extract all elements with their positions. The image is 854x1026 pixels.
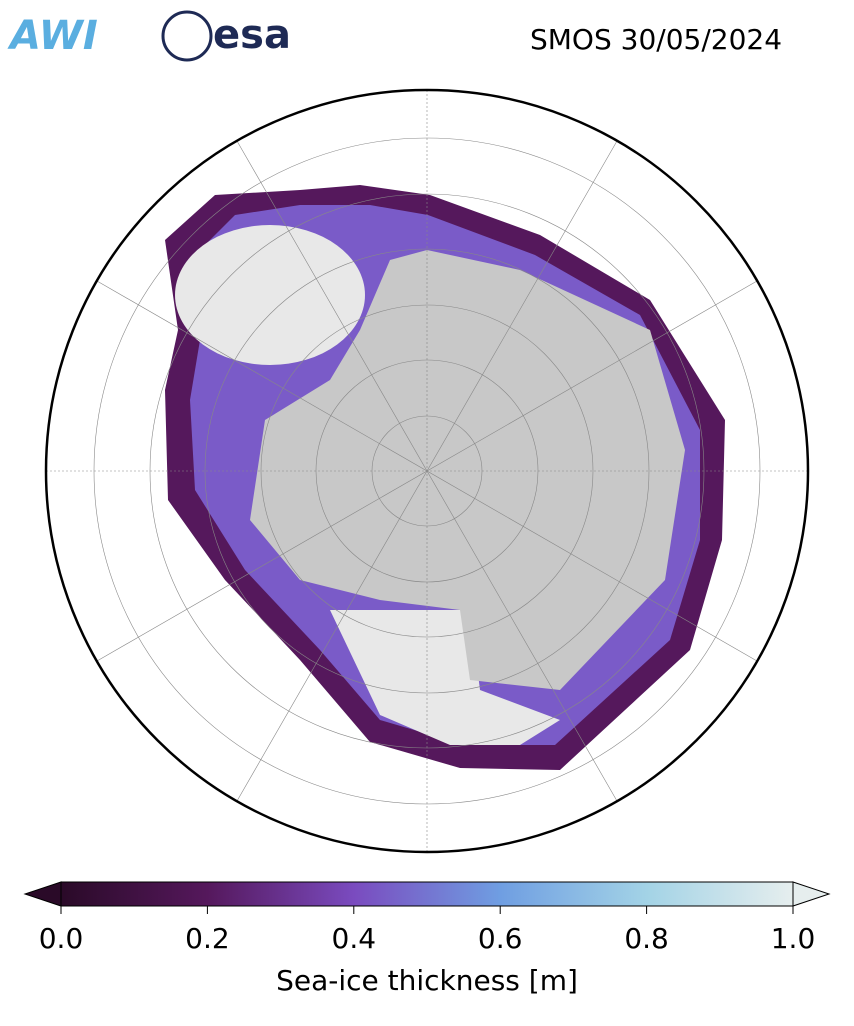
weddell-ice xyxy=(175,225,365,365)
antarctica xyxy=(250,250,685,690)
cbar-extend-high xyxy=(792,881,831,907)
cbar-tick-label: 0.0 xyxy=(39,922,84,955)
map-frame xyxy=(44,88,810,854)
awi-logo: AWI xyxy=(7,13,98,59)
ross-ice xyxy=(330,610,560,745)
cbar-tick-label: 0.8 xyxy=(624,922,669,955)
esa-logo: esa xyxy=(213,12,291,58)
graticule xyxy=(46,90,808,852)
title: SMOS 30/05/2024 xyxy=(530,23,782,56)
cbar-tick-label: 0.6 xyxy=(478,922,523,955)
cbar-extend-low xyxy=(23,881,62,907)
cbar-tick-label: 0.2 xyxy=(185,922,230,955)
cbar-tick-label: 0.4 xyxy=(332,922,377,955)
colorbar xyxy=(60,881,794,907)
map xyxy=(46,90,808,852)
cbar-tick-label: 1.0 xyxy=(771,922,816,955)
esa-emblem xyxy=(161,10,213,62)
colorbar-label: Sea-ice thickness [m] xyxy=(276,964,578,997)
